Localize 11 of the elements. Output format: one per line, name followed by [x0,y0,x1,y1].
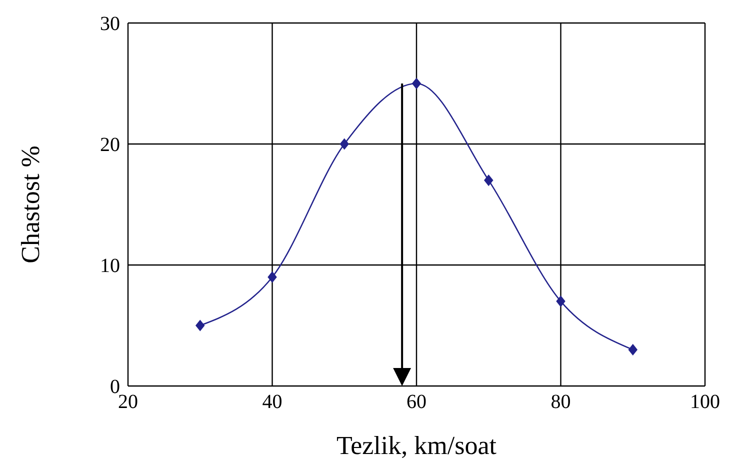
y-tick-label: 20 [100,134,120,156]
y-axis-title: Chastost % [16,146,46,264]
x-tick-label: 100 [690,391,720,414]
y-tick-label: 30 [100,13,120,36]
x-tick-label: 20 [118,391,138,414]
x-axis-title: Tezlik, km/soat [336,431,498,460]
x-tick-label: 80 [550,391,571,414]
x-tick-label: 60 [406,391,426,414]
y-tick-label: 10 [100,255,120,278]
x-tick-label: 40 [262,391,282,414]
y-tick-label: 0 [110,376,120,398]
